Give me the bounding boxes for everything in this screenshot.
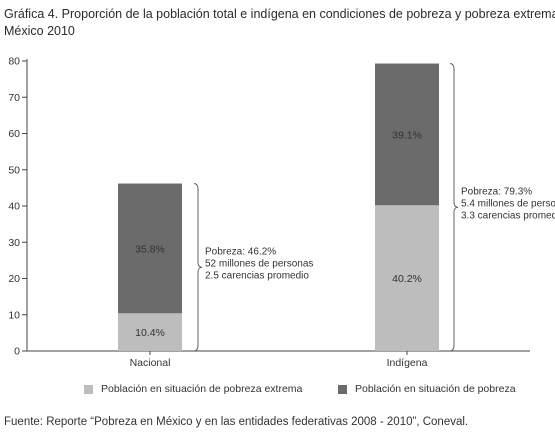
bracket-nacional [193,183,203,352]
legend-label-extreme: Población en situación de pobreza extrem… [101,383,303,395]
annotation-indigena-line-2: 5.4 millones de personas [461,198,555,209]
stacked-bar-chart: 0 10 20 30 40 50 60 70 80 10.4% 35.8% Nacional Pobre… [8,56,555,370]
y-tick-label-20: 20 [8,273,20,285]
bar-label-nacional-poverty: 35.8% [135,243,165,255]
y-tick-label-30: 30 [8,237,20,249]
chart-title-line-2: México 2010 [4,24,75,38]
chart-title: Gráfica 4. Proporción de la población to… [4,6,555,40]
y-tick-label-50: 50 [8,164,20,176]
y-tick-label-70: 70 [8,92,20,104]
chart-title-line-1: Gráfica 4. Proporción de la población to… [4,7,555,21]
legend-label-poverty: Población en situación de pobreza [355,383,516,395]
bracket-indigena [449,63,459,352]
annotation-indigena-line-1: Pobreza: 79.3% [461,186,532,197]
legend-swatch-poverty [338,384,347,394]
y-tick-label-40: 40 [8,201,20,213]
annotation-nacional-line-2: 52 millones de personas [205,258,313,269]
x-tick-label-nacional: Nacional [130,357,171,369]
bar-label-nacional-extreme: 10.4% [135,327,165,339]
y-tick-label-0: 0 [14,346,20,358]
annotation-nacional-line-1: Pobreza: 46.2% [205,246,276,257]
bar-label-indigena-extreme: 40.2% [392,273,422,285]
chart-legend: Población en situación de pobreza extrem… [0,383,555,403]
bar-nacional-poverty [118,183,182,314]
annotation-indigena-line-3: 3.3 carencias promedio [461,210,555,221]
annotation-nacional-line-3: 2.5 carencias promedio [205,270,309,281]
y-tick-label-80: 80 [8,56,20,68]
legend-item-extreme: Población en situación de pobreza extrem… [84,383,302,395]
bar-indigena-extreme [375,205,439,351]
bar-label-indigena-poverty: 39.1% [392,129,422,141]
x-tick-label-indigena: Indígena [387,357,428,369]
legend-item-poverty: Población en situación de pobreza [338,383,516,395]
bar-indigena-poverty [375,63,439,206]
bar-nacional-extreme [118,313,182,351]
y-tick-label-10: 10 [8,309,20,321]
y-tick-label-60: 60 [8,128,20,140]
legend-swatch-extreme [84,384,93,394]
source-note: Fuente: Reporte “Pobreza en México y en … [4,416,469,428]
